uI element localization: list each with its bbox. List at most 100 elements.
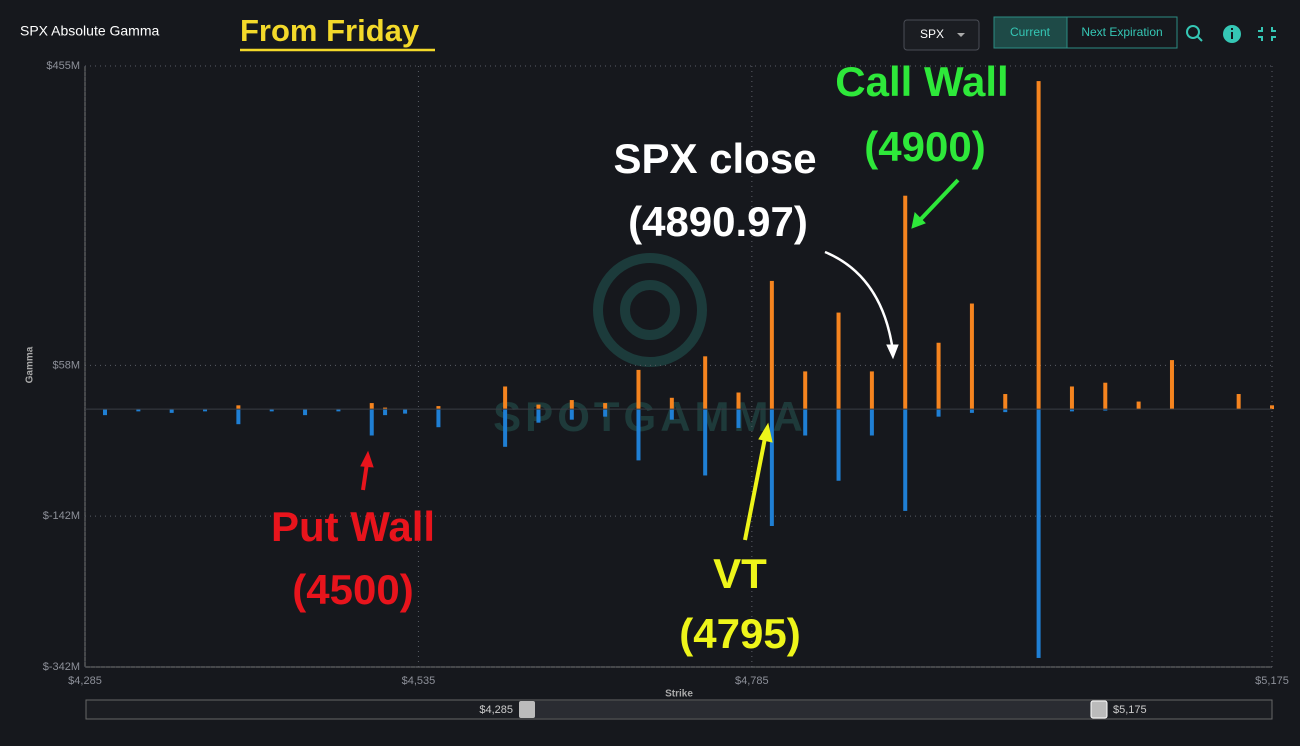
annotation: (4890.97) (628, 198, 808, 245)
bar (736, 392, 741, 410)
bar (1003, 394, 1008, 410)
bar (1103, 409, 1108, 411)
bar (536, 409, 541, 423)
bar (803, 409, 808, 436)
bar (603, 409, 608, 417)
annotation: SPX close (613, 135, 816, 182)
bar (669, 397, 674, 410)
bar (969, 409, 974, 413)
bar (636, 369, 641, 410)
bar (336, 409, 341, 412)
dropdown-caret (957, 33, 965, 37)
collapse-icon[interactable] (1258, 27, 1276, 41)
tab-current[interactable] (993, 16, 1068, 49)
bar (1236, 394, 1241, 410)
bar (1003, 409, 1008, 413)
bar (136, 409, 141, 412)
bar (383, 409, 388, 416)
bar (503, 386, 508, 410)
y-tick-label: $-142M (43, 510, 80, 522)
bar (869, 371, 874, 410)
bar (669, 409, 674, 420)
watermark-logo (593, 253, 707, 367)
bar (1069, 386, 1074, 410)
dropdown-label[interactable]: SPX (920, 27, 944, 41)
bar (303, 409, 308, 416)
bar (1136, 401, 1141, 410)
annotation: (4500) (292, 566, 413, 613)
tab-label[interactable]: Next Expiration (1081, 25, 1162, 39)
bar (1069, 409, 1074, 412)
y-tick-label: $455M (46, 60, 80, 72)
x-tick-label: $5,175 (1255, 675, 1289, 687)
x-tick-label: $4,785 (735, 675, 769, 687)
bar (836, 409, 841, 481)
bar (869, 409, 874, 436)
slider-handle[interactable] (1090, 700, 1108, 719)
bar (1036, 81, 1041, 410)
y-tick-label: $58M (52, 359, 80, 371)
annotation-arrows (360, 178, 960, 541)
bar (703, 409, 708, 476)
bar (936, 342, 941, 410)
bar (1103, 382, 1108, 410)
x-tick-label: $4,285 (68, 675, 102, 687)
chart-title: From Friday (240, 13, 420, 48)
bar (403, 409, 408, 414)
bar (736, 409, 741, 428)
slider-handle[interactable] (519, 701, 535, 718)
bar (369, 403, 374, 410)
bar (903, 409, 908, 511)
slider-label: $5,175 (1113, 704, 1147, 716)
bar (103, 409, 108, 416)
annotation: (4795) (679, 610, 800, 657)
bar (236, 409, 241, 425)
bar (803, 371, 808, 410)
watermark: SPOTGAMMA (493, 393, 807, 440)
bar (769, 280, 774, 410)
annotation: Put Wall (271, 503, 435, 550)
tab-label[interactable]: Current (1010, 25, 1051, 39)
bar (603, 403, 608, 410)
bar (903, 195, 908, 410)
panel-title: SPX Absolute Gamma (20, 23, 160, 39)
bar (1169, 360, 1174, 410)
bar (436, 406, 441, 410)
dropdown-box[interactable] (903, 19, 980, 51)
x-tick-label: $4,535 (402, 675, 436, 687)
bar (969, 303, 974, 410)
bar (769, 409, 774, 526)
range-slider[interactable]: $4,285 $5,175 (85, 699, 1273, 720)
bar (536, 404, 541, 410)
search-icon[interactable] (1186, 25, 1203, 42)
bar (383, 407, 388, 410)
symbol-dropdown[interactable]: SPX (903, 19, 980, 51)
y-axis-label: Gamma (25, 346, 36, 383)
bar (636, 409, 641, 461)
slider-selection (527, 701, 1099, 718)
y-tick-label: $-342M (43, 661, 80, 673)
bar (836, 312, 841, 410)
x-axis-label: Strike (665, 689, 693, 700)
bar (569, 400, 574, 410)
plot: $455M $58M $-142M $-342M $4,285 $4,535 $4,785 $… (43, 60, 1289, 687)
bar (1270, 405, 1274, 410)
bar (569, 409, 574, 420)
slider-label: $4,285 (479, 704, 513, 716)
bar (269, 409, 274, 412)
annotation: Call Wall (835, 58, 1008, 105)
tab-next[interactable] (1066, 16, 1178, 49)
annotation: (4900) (864, 123, 985, 170)
bar (503, 409, 508, 447)
bar (369, 409, 374, 436)
bar (936, 409, 941, 417)
annotation: VT (713, 550, 767, 597)
bar (1036, 409, 1041, 658)
bar (703, 356, 708, 410)
bar (203, 409, 208, 412)
info-icon[interactable] (1223, 25, 1241, 43)
bar (236, 405, 241, 410)
